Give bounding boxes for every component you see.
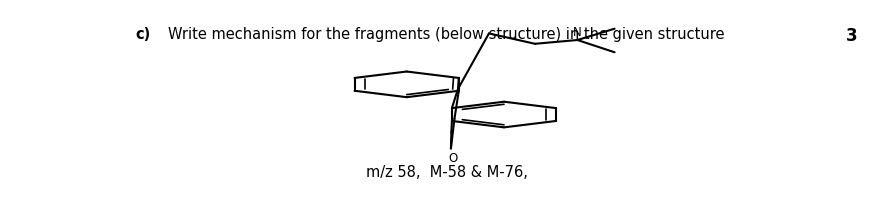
Text: 3: 3: [847, 27, 858, 45]
Text: Write mechanism for the fragments (below structure) in the given structure: Write mechanism for the fragments (below…: [168, 27, 724, 42]
Text: O: O: [448, 152, 457, 165]
Text: c): c): [135, 27, 150, 42]
Text: N: N: [573, 26, 582, 39]
Text: m/z 58,  M-58 & M-76,: m/z 58, M-58 & M-76,: [365, 165, 528, 180]
